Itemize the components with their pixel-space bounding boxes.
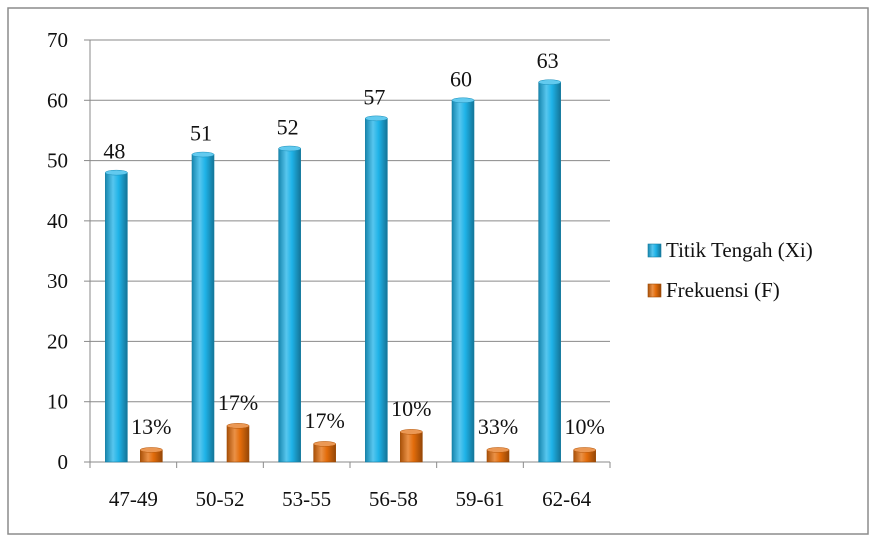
- data-label: 13%: [131, 414, 171, 439]
- legend: Titik Tengah (Xi) Frekuensi (F): [647, 238, 813, 302]
- legend-swatch: [647, 243, 662, 258]
- data-label: 63: [537, 48, 559, 73]
- x-tick-label: 47-49: [109, 487, 158, 511]
- y-tick-label: 30: [47, 269, 68, 293]
- data-label: 17%: [218, 390, 258, 415]
- y-tick-label: 10: [47, 390, 68, 414]
- bar-titik-tengah: [278, 148, 301, 463]
- data-label: 10%: [565, 414, 605, 439]
- bar-cap: [226, 423, 250, 429]
- bar-cap: [573, 447, 596, 453]
- x-tick-label: 53-55: [282, 487, 331, 511]
- bar-titik-tengah: [191, 154, 215, 463]
- bar-titik-tengah: [105, 172, 128, 463]
- x-tick-label: 59-61: [456, 487, 505, 511]
- x-tick-label: 50-52: [196, 487, 245, 511]
- gridlines: [90, 39, 610, 403]
- bar-cap: [191, 151, 215, 158]
- bar-cap: [538, 79, 561, 85]
- bar-frekuensi: [400, 431, 423, 463]
- y-tick-label: 0: [58, 450, 69, 474]
- legend-label: Titik Tengah (Xi): [666, 238, 813, 262]
- y-tick-label: 50: [47, 149, 68, 173]
- bar-cap: [486, 447, 510, 453]
- data-label: 17%: [305, 408, 345, 433]
- bar-cap: [105, 169, 128, 176]
- bar-titik-tengah: [538, 81, 561, 463]
- x-tick-label: 62-64: [542, 487, 591, 511]
- data-label: 60: [450, 66, 472, 91]
- legend-label: Frekuensi (F): [666, 278, 780, 302]
- bar-titik-tengah: [365, 118, 388, 463]
- bar-frekuensi: [226, 425, 250, 463]
- data-label: 57: [363, 84, 385, 109]
- bar-cap: [140, 447, 163, 453]
- data-label: 10%: [391, 396, 431, 421]
- y-tick-label: 70: [47, 28, 68, 52]
- bar-titik-tengah: [451, 99, 475, 463]
- bar-cap: [400, 429, 423, 435]
- chart-border: [7, 7, 869, 535]
- data-labels: 48 51 52 57 60 63 13% 17% 17% 10% 33% 10%: [103, 48, 604, 439]
- legend-swatch: [647, 283, 662, 298]
- y-tick-label: 60: [47, 88, 68, 112]
- data-label: 51: [190, 121, 212, 146]
- data-label: 33%: [478, 414, 518, 439]
- bar-cap: [278, 145, 301, 152]
- data-label: 48: [103, 139, 125, 164]
- y-tick-label: 40: [47, 209, 68, 233]
- axes: 0 10 20 30 40 50 60 70 47-49 50-52 53-55 56-58 59-61…: [47, 28, 611, 511]
- x-tick-label: 56-58: [369, 487, 418, 511]
- y-tick-label: 20: [47, 329, 68, 353]
- bar-cap: [451, 97, 475, 104]
- bar-cap: [313, 441, 336, 447]
- data-label: 52: [277, 115, 299, 140]
- bars: [105, 79, 596, 463]
- bar-cap: [365, 115, 388, 122]
